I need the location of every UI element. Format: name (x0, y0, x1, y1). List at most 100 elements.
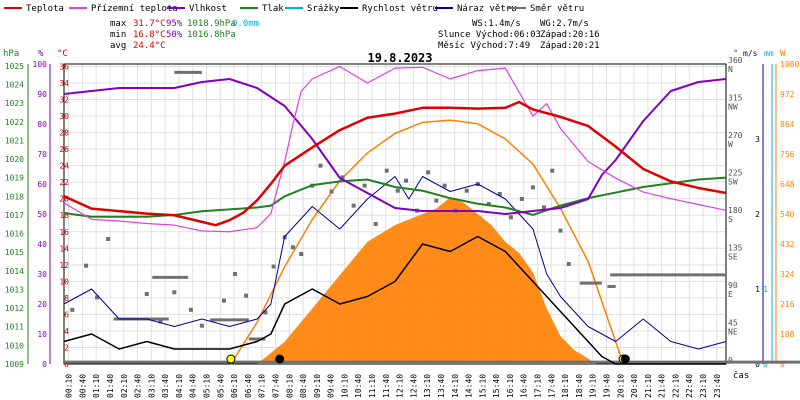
x-tick-label: 08:40 (299, 374, 308, 398)
w-tick-label: 756 (780, 150, 795, 159)
dir-compass-label: W (728, 140, 733, 149)
w-tick-label: 0 (780, 360, 785, 369)
radiation-area (257, 197, 597, 364)
dir-tick-label: 45 (728, 319, 738, 328)
wind-direction-point (566, 262, 571, 266)
hpa-tick-label: 1025 (5, 62, 24, 71)
x-tick-label: 18:10 (561, 374, 570, 398)
x-tick-label: 19:10 (589, 374, 598, 398)
wind-direction-point (395, 188, 400, 193)
stat-avg-label: avg (110, 41, 126, 51)
hpa-tick-label: 1023 (5, 99, 24, 108)
dir-tick-label: 270 (728, 131, 743, 140)
temperature-line (63, 100, 727, 227)
wind-direction-point (550, 168, 555, 173)
stat-max-label: max (110, 19, 127, 29)
stat-rain: 0.0mm (232, 19, 259, 29)
dir-tick-label: 90 (728, 281, 738, 290)
x-tick-label: 06:10 (230, 374, 239, 398)
x-tick-label: 00:10 (65, 374, 74, 398)
wind-direction-point (384, 168, 389, 173)
dir-compass-label: NW (728, 103, 738, 112)
ms-tick-label: 0 (755, 360, 760, 369)
pct-tick-label: 10 (37, 330, 47, 339)
wind-direction-point (530, 185, 535, 190)
pct-tick-label: 30 (37, 270, 47, 279)
hpa-tick-label: 1024 (5, 80, 24, 89)
x-tick-label: 01:10 (92, 374, 101, 398)
hpa-tick-label: 1011 (5, 323, 24, 332)
x-tick-label: 07:10 (258, 374, 267, 398)
sunrise-marker (226, 354, 236, 364)
stat-max-hum: 95% (166, 19, 183, 29)
x-tick-label: 17:10 (534, 374, 543, 398)
wind-direction-point (351, 203, 356, 208)
moon-rise-info: Měsíc Východ:7:49 (438, 41, 530, 51)
dir-tick-label: 225 (728, 169, 743, 178)
w-tick-label: 216 (780, 300, 795, 309)
x-tick-label: 11:10 (368, 374, 377, 398)
wind-direction-point (188, 307, 193, 312)
x-tick-label: 21:10 (644, 374, 653, 398)
wind-direction-point (199, 323, 204, 328)
pct-tick-label: 100 (33, 60, 48, 69)
pct-tick-label: 80 (37, 120, 47, 129)
wind-gust-info: WG:2.7m/s (540, 19, 589, 29)
pct-unit: % (38, 49, 44, 59)
x-tick-label: 11:40 (382, 374, 391, 398)
x-tick-label: 01:40 (106, 374, 115, 398)
c-tick-label: 10 (59, 277, 69, 286)
stat-avg-temp: 24.4°C (133, 41, 166, 51)
x-tick-label: 23:40 (713, 374, 722, 398)
x-tick-label: 16:10 (506, 374, 515, 398)
wind-direction-point (541, 205, 546, 210)
moonset-marker (620, 354, 630, 364)
hpa-tick-label: 1017 (5, 211, 24, 220)
x-tick-label: 12:40 (409, 374, 418, 398)
x-tick-label: 18:40 (575, 374, 584, 398)
c-tick-label: 36 (59, 62, 69, 71)
hpa-tick-label: 1012 (5, 304, 24, 313)
x-tick-label: 08:10 (285, 374, 294, 398)
x-tick-label: 16:40 (520, 374, 529, 398)
pressure-line (63, 176, 727, 218)
c-tick-label: 26 (59, 145, 69, 154)
c-tick-label: 6 (64, 310, 69, 319)
x-tick-label: 07:40 (271, 374, 280, 398)
hpa-tick-label: 1015 (5, 248, 24, 257)
dir-compass-label: S (728, 215, 733, 224)
wind-direction-point (318, 163, 323, 168)
x-tick-label: 10:10 (340, 374, 349, 398)
wind-direction-point (486, 202, 491, 206)
hpa-tick-label: 1020 (5, 155, 24, 164)
c-tick-label: 22 (59, 178, 69, 187)
c-tick-label: 14 (59, 244, 69, 253)
pct-tick-label: 0 (42, 360, 47, 369)
stat-min-press: 1016.8hPa (187, 30, 236, 40)
hpa-tick-label: 1013 (5, 285, 24, 294)
x-tick-label: 04:10 (175, 374, 184, 398)
x-tick-label: 23:10 (699, 374, 708, 398)
wind-direction-point (299, 252, 304, 256)
legend-label-rychlost: Rychlost větru (362, 4, 438, 14)
wind-direction-point (329, 189, 334, 194)
wind-direction-point (464, 188, 469, 193)
stats-block: max 31.7°C 95% 1018.9hPa 0.0mm min 16.8°… (110, 19, 259, 51)
dir-tick-label: 135 (728, 244, 743, 253)
dir-compass-label: SW (728, 178, 738, 187)
hpa-unit: hPa (3, 49, 19, 59)
c-tick-label: 18 (59, 211, 69, 220)
dir-compass-label: SE (728, 253, 738, 262)
hpa-tick-label: 1016 (5, 230, 24, 239)
x-tick-label: 17:40 (547, 374, 556, 398)
wind-direction-point (158, 319, 163, 324)
c-tick-label: 4 (64, 327, 69, 336)
sun-rise-info: Slunce Východ:06:03 (438, 30, 541, 40)
w-tick-label: 324 (780, 270, 795, 279)
x-tick-label: 22:10 (671, 374, 680, 398)
dir-compass-label: N (728, 65, 733, 74)
plot-area (63, 65, 800, 365)
chart-title: 19.8.2023 (367, 51, 432, 65)
hpa-tick-label: 1021 (5, 136, 24, 145)
wind-direction-point (221, 298, 226, 303)
